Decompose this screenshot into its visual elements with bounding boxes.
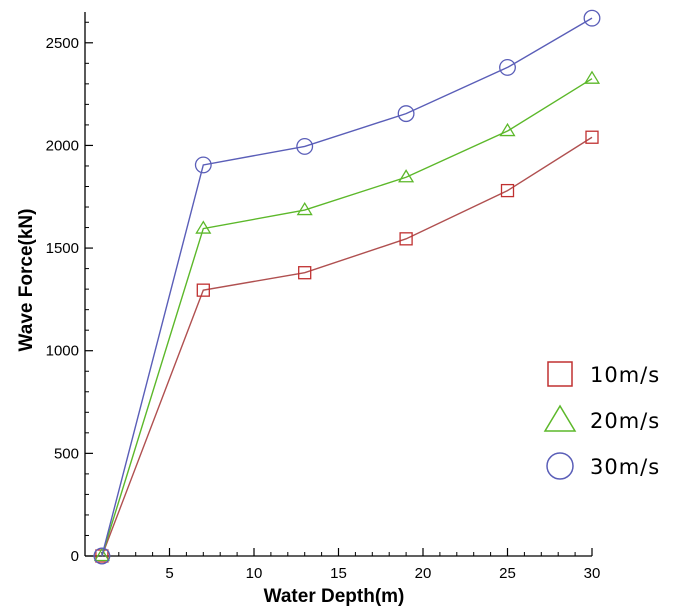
series-20m-per-s — [93, 70, 601, 562]
x-axis-title: Water Depth(m) — [264, 586, 405, 607]
data-point — [296, 201, 313, 216]
y-tick-label: 2000 — [46, 137, 79, 154]
legend-label: 10m/s — [590, 363, 660, 387]
x-tick-label: 5 — [165, 565, 173, 582]
legend-square-icon — [547, 361, 573, 387]
legend-label: 20m/s — [590, 409, 660, 433]
legend-circle-icon — [546, 452, 574, 480]
series-layer — [93, 9, 601, 565]
series-line — [101, 136, 593, 557]
series-30m-per-s — [93, 9, 601, 565]
legend-triangle-icon — [543, 404, 577, 432]
data-point — [196, 283, 210, 297]
data-point — [499, 122, 516, 137]
data-point — [195, 220, 212, 234]
data-point — [499, 58, 516, 76]
y-tick-label: 2500 — [46, 35, 79, 52]
series-line — [101, 78, 593, 557]
data-point — [585, 130, 599, 144]
data-point — [298, 266, 312, 280]
data-point — [194, 156, 212, 174]
data-point — [398, 169, 415, 183]
y-tick-label: 1500 — [46, 240, 79, 257]
data-point — [93, 547, 110, 562]
legend-label: 30m/s — [590, 455, 660, 479]
x-tick-label: 30 — [584, 565, 601, 582]
data-point — [583, 9, 601, 27]
data-point — [296, 138, 314, 155]
data-point — [583, 70, 601, 84]
y-tick-label: 0 — [71, 548, 79, 565]
y-tick-label: 1000 — [46, 343, 79, 360]
legend-item: 20m/s — [543, 404, 660, 433]
legend-item: 30m/s — [546, 452, 660, 480]
x-tick-label: 25 — [499, 565, 516, 582]
y-axis-title: Wave Force(kN) — [16, 209, 37, 352]
data-point — [397, 105, 415, 123]
x-tick-label: 20 — [415, 565, 432, 582]
axes: 5 10 15 20 25 30 0 500 1000 1500 2000 2500 — [46, 12, 601, 582]
legend: 10m/s 20m/s 30m/s — [543, 361, 660, 480]
data-point — [399, 232, 413, 246]
data-point — [500, 183, 515, 198]
x-tick-label: 15 — [330, 565, 347, 582]
x-tick-label: 10 — [246, 565, 263, 582]
series-line — [101, 17, 593, 557]
data-point — [93, 547, 111, 565]
legend-item: 10m/s — [547, 361, 660, 387]
series-10m-per-s — [95, 130, 599, 563]
y-tick-label: 500 — [54, 445, 79, 462]
